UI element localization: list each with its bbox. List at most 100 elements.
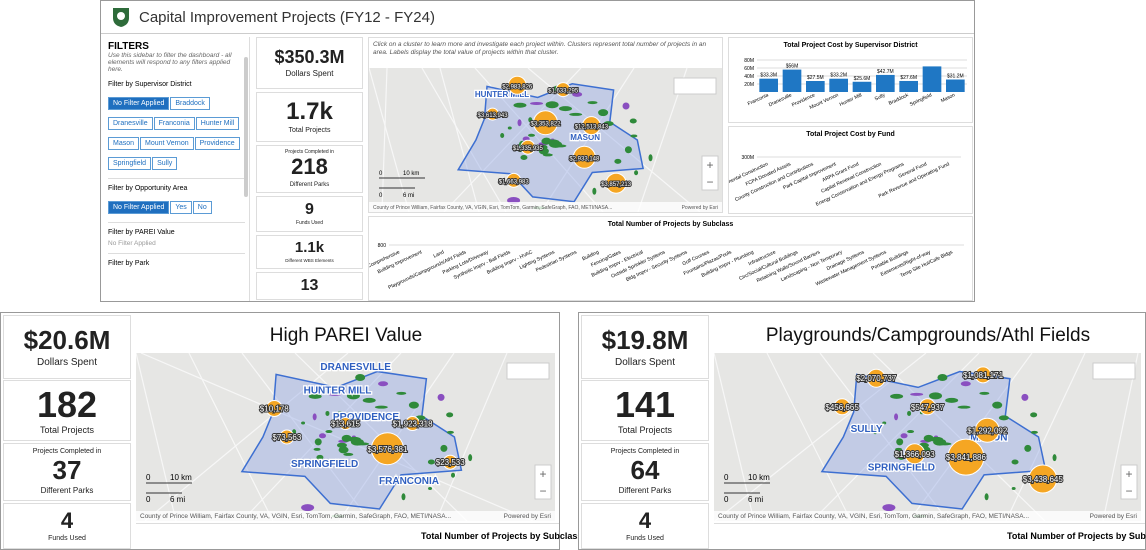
filters-heading: FILTERS (108, 41, 245, 52)
park-area (961, 381, 971, 386)
district-label: HUNTER MILL (304, 385, 372, 396)
district-label: DRANESVILLE (320, 362, 391, 373)
cluster-label: $2,983,826 (502, 84, 533, 90)
scrollbar (244, 57, 248, 197)
filter-button[interactable]: Springfield (108, 157, 151, 170)
kpi-card: Projects Completed in37Different Parks (3, 443, 131, 501)
filter-button[interactable]: Mason (108, 137, 139, 150)
park-area (301, 504, 314, 511)
park-area (979, 392, 989, 395)
park-area (508, 126, 512, 129)
filter-button[interactable]: No Filter Applied (108, 97, 169, 110)
park-area (446, 412, 453, 417)
scale-label: 10 km (748, 473, 770, 482)
cluster-label: $1,292,092 (967, 426, 1008, 435)
kpi-value: $20.6M (24, 326, 111, 355)
kpi-label: Dollars Spent (615, 357, 675, 368)
park-area (513, 103, 526, 108)
park-area (325, 430, 332, 433)
kpi-label: Dollars Spent (37, 357, 97, 368)
map-powered-by: Powered by Esri (1090, 513, 1137, 520)
cluster-label: $1,633,295 (548, 89, 579, 95)
filter-button[interactable]: No Filter Applied (108, 201, 169, 214)
kpi-value: 9 (305, 201, 314, 219)
park-area (625, 146, 632, 153)
park-area (438, 394, 445, 401)
park-area (623, 103, 630, 110)
park-area (614, 159, 621, 164)
filter-button[interactable]: Sully (152, 157, 177, 170)
kpi-value: 141 (615, 385, 675, 425)
filter-button[interactable]: Franconia (154, 117, 195, 130)
park-area (343, 453, 353, 456)
park-area (325, 411, 329, 416)
park-area (378, 381, 388, 386)
park-area (440, 445, 447, 452)
data-label: $25.6M (854, 76, 871, 82)
chart-title: Total Number of Projects by Subclass (608, 221, 734, 228)
subclass-chart-title: Total Number of Projects by Subclass (421, 531, 582, 541)
kpi-value: 218 (291, 155, 328, 179)
bar (759, 79, 778, 92)
x-tick-label: Hunter Mill (839, 92, 863, 108)
separator (108, 178, 245, 179)
bar (899, 81, 918, 92)
kpi-card: 13 (256, 272, 363, 300)
map-widgets (674, 78, 716, 94)
park-area (588, 101, 598, 104)
subclass-chart-title: Total Number of Projects by Subclass (1007, 531, 1146, 541)
filter-label: Filter by Park (108, 260, 245, 267)
cluster-label: $1,923,318 (393, 420, 434, 429)
filter-button[interactable]: Dranesville (108, 117, 153, 130)
kpi-label: Different WBS Elements (285, 259, 333, 264)
cluster-label: $73,563 (272, 433, 301, 442)
park-area (1030, 412, 1037, 417)
scale-label: 0 (724, 473, 729, 482)
dashboard-panel: $20.6MDollars Spent182Total ProjectsProj… (0, 312, 560, 550)
logo (111, 6, 131, 28)
bar (876, 75, 895, 92)
park-area (634, 170, 638, 175)
filter-button[interactable]: No (193, 201, 212, 214)
kpi-label: Funds Used (296, 221, 323, 227)
x-tick-label: Braddock (888, 92, 910, 107)
cluster-label: $1,081,171 (963, 371, 1004, 380)
park-area (985, 493, 989, 500)
park-area (924, 435, 934, 442)
filter-button[interactable]: Providence (195, 137, 240, 150)
cluster-label: $3,613,943 (478, 113, 509, 119)
cluster-label: $10,178 (260, 404, 289, 413)
district-label: FRANCONIA (379, 476, 439, 487)
park-area (541, 138, 551, 145)
kpi-card: $19.8MDollars Spent (581, 315, 709, 379)
zoom-out: − (706, 175, 713, 189)
park-area (569, 113, 582, 116)
filter-button[interactable]: Yes (170, 201, 191, 214)
data-label: $42.7M (877, 69, 894, 75)
map-powered-by: Powered by Esri (682, 205, 718, 211)
filter-button[interactable]: Mount Vernon (140, 137, 194, 150)
data-label: $33.2M (830, 73, 847, 79)
kpi-card: $350.3MDollars Spent (256, 37, 363, 89)
map-note: Click on a cluster to learn more and inv… (373, 41, 718, 58)
x-tick-label: Mason (940, 92, 956, 104)
scale-label: 0 (724, 495, 729, 504)
cluster-label: $1,335,935 (513, 146, 544, 152)
chart-title: Total Project Cost by Supervisor Distric… (783, 42, 918, 49)
bar (946, 80, 965, 92)
park-area (447, 431, 454, 434)
park-area (468, 454, 472, 461)
park-area (342, 435, 352, 442)
x-tick-label: Land (433, 249, 446, 259)
scale-label: 10 km (403, 171, 419, 177)
park-area (313, 413, 317, 420)
park-area (451, 473, 455, 478)
filter-button[interactable]: Hunter Mill (196, 117, 239, 130)
cluster-label: $3,857,213 (601, 182, 632, 188)
dashboard-screenshots: Capital Improvement Projects (FY12 - FY2… (0, 0, 1146, 550)
park-area (882, 504, 895, 511)
filter-button[interactable]: Braddock (170, 97, 210, 110)
park-area (355, 374, 365, 381)
